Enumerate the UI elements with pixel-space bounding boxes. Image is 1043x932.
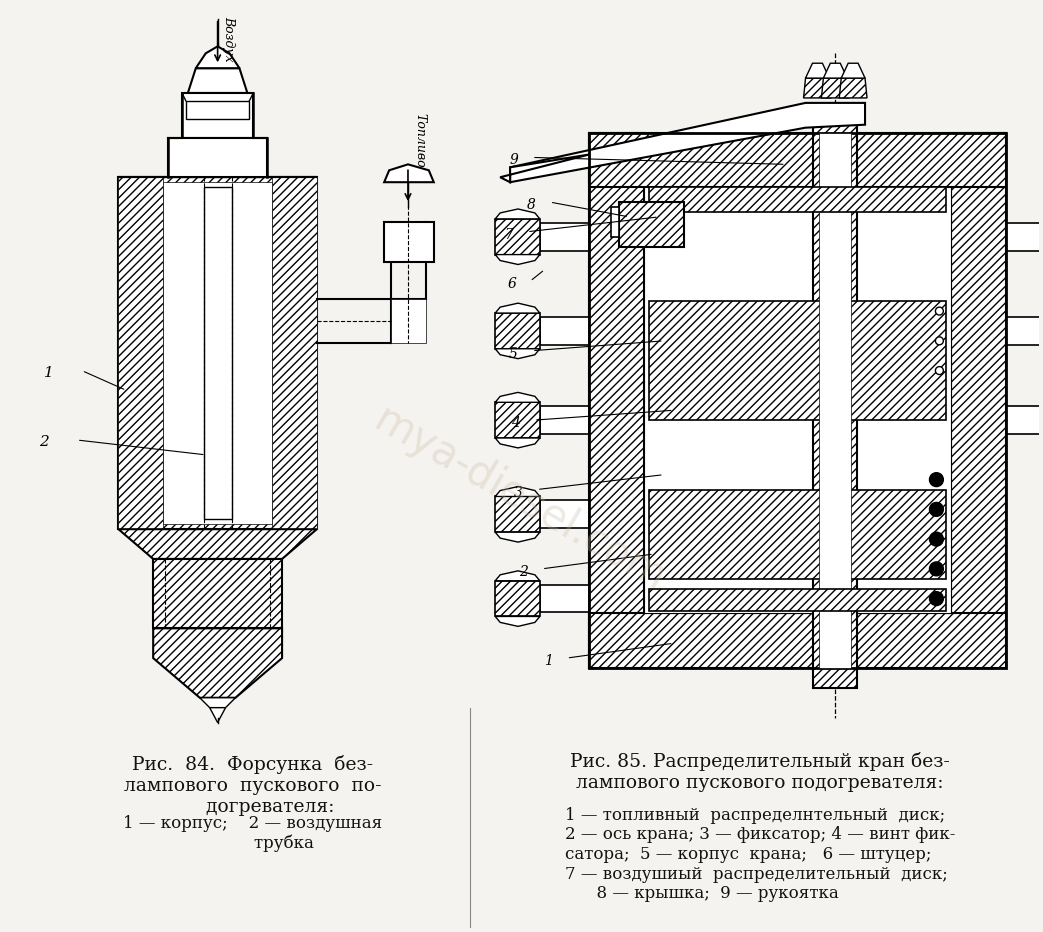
Circle shape xyxy=(936,336,943,345)
Text: 3: 3 xyxy=(514,486,523,500)
Bar xyxy=(203,187,232,519)
Polygon shape xyxy=(495,438,540,448)
Bar xyxy=(644,187,951,613)
Text: Рис.  84.  Форсунка  без-
лампового  пускового  по-
      догревателя:: Рис. 84. Форсунка без- лампового пусково… xyxy=(123,755,381,816)
Bar xyxy=(1005,317,1043,345)
Text: 2: 2 xyxy=(40,435,49,449)
Bar xyxy=(611,207,620,237)
Text: 1 — корпус;    2 — воздушная
            трубка: 1 — корпус; 2 — воздушная трубка xyxy=(123,815,382,852)
Bar xyxy=(153,559,282,628)
Circle shape xyxy=(936,366,943,375)
Polygon shape xyxy=(495,487,540,497)
Text: 1 — топливный  распределнтельный  диск;
2 — ось крана; 3 — фиксатор; 4 — винт фи: 1 — топливный распределнтельный диск; 2 … xyxy=(564,807,955,902)
Text: Топливо: Топливо xyxy=(413,113,426,168)
Circle shape xyxy=(929,562,943,576)
Polygon shape xyxy=(119,529,317,559)
Polygon shape xyxy=(495,209,540,219)
Text: 1: 1 xyxy=(44,365,54,379)
Circle shape xyxy=(929,502,943,516)
Polygon shape xyxy=(495,616,540,626)
Bar xyxy=(620,202,683,247)
Bar xyxy=(820,132,851,668)
Polygon shape xyxy=(153,628,282,698)
Bar xyxy=(168,138,267,177)
Polygon shape xyxy=(842,63,865,78)
Bar xyxy=(589,132,1005,187)
Bar xyxy=(1005,223,1043,251)
Text: mya-diesel.com: mya-diesel.com xyxy=(367,399,674,600)
Bar xyxy=(649,187,946,212)
Text: 4: 4 xyxy=(511,417,520,431)
Circle shape xyxy=(929,592,943,606)
Polygon shape xyxy=(510,103,865,182)
Polygon shape xyxy=(188,68,247,93)
Bar xyxy=(589,132,1005,668)
Bar xyxy=(540,584,589,612)
Polygon shape xyxy=(495,570,540,581)
Bar xyxy=(649,489,946,579)
Polygon shape xyxy=(495,532,540,542)
Circle shape xyxy=(929,532,943,546)
Text: 5: 5 xyxy=(509,347,518,361)
Text: 8: 8 xyxy=(527,199,536,212)
Polygon shape xyxy=(823,63,847,78)
Bar xyxy=(540,500,589,528)
Bar xyxy=(649,589,946,610)
Bar xyxy=(119,177,317,529)
Polygon shape xyxy=(840,78,867,98)
Text: 6: 6 xyxy=(507,278,516,292)
Bar xyxy=(163,182,272,524)
Polygon shape xyxy=(210,707,225,722)
Text: 1: 1 xyxy=(543,654,553,668)
Bar xyxy=(1005,406,1043,434)
Circle shape xyxy=(936,308,943,315)
Polygon shape xyxy=(805,63,829,78)
Polygon shape xyxy=(196,47,240,68)
Bar xyxy=(186,101,249,118)
Bar xyxy=(495,403,540,438)
Text: 7: 7 xyxy=(504,227,513,241)
Bar xyxy=(540,406,589,434)
Bar xyxy=(495,581,540,616)
Polygon shape xyxy=(391,299,426,343)
Bar xyxy=(272,177,317,529)
Text: Рис. 85. Распределительный кран без-
лампового пускового подогревателя:: Рис. 85. Распределительный кран без- лам… xyxy=(571,752,950,792)
Text: 2: 2 xyxy=(519,565,528,579)
Bar xyxy=(119,177,163,529)
Polygon shape xyxy=(495,303,540,313)
Bar xyxy=(495,497,540,532)
Bar xyxy=(589,613,1005,668)
Bar xyxy=(540,317,589,345)
Text: Воздух: Воздух xyxy=(222,16,236,62)
Polygon shape xyxy=(822,78,849,98)
Polygon shape xyxy=(495,392,540,403)
Bar xyxy=(951,132,1005,668)
Text: 9: 9 xyxy=(509,154,518,168)
Bar xyxy=(540,223,589,251)
Polygon shape xyxy=(384,164,434,182)
Bar xyxy=(589,132,644,668)
Polygon shape xyxy=(803,78,831,98)
Bar xyxy=(495,219,540,254)
Polygon shape xyxy=(495,349,540,359)
Bar xyxy=(649,301,946,420)
Polygon shape xyxy=(200,698,236,707)
Bar xyxy=(181,93,253,138)
Polygon shape xyxy=(495,254,540,265)
Polygon shape xyxy=(501,155,589,182)
Bar xyxy=(384,222,434,262)
Bar xyxy=(495,313,540,349)
Bar xyxy=(814,123,857,688)
Circle shape xyxy=(929,473,943,487)
